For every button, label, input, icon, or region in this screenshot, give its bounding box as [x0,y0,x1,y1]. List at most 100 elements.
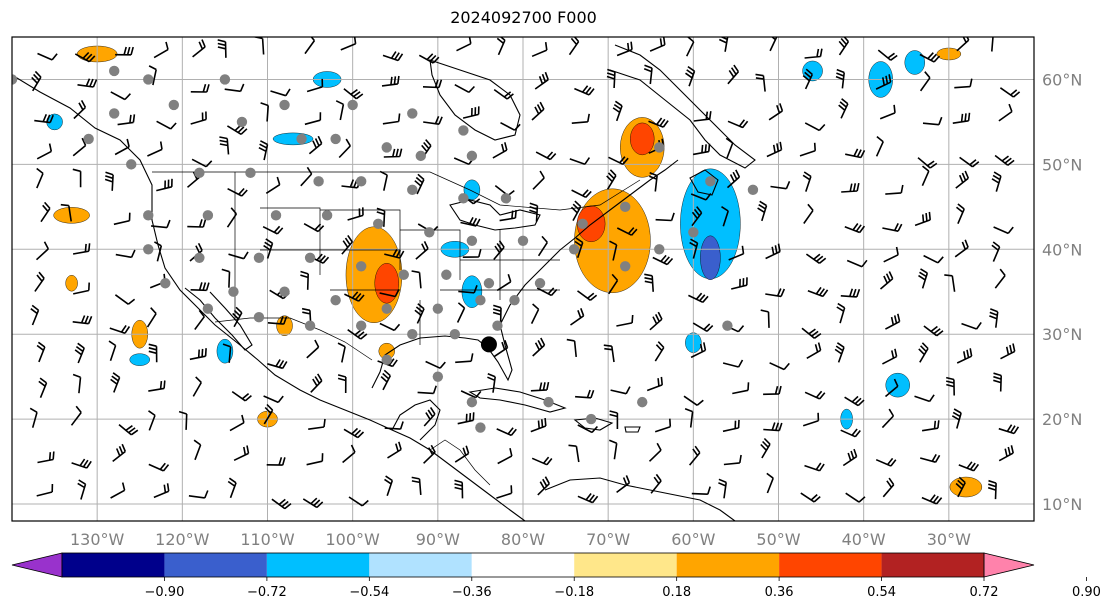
wind-barb [454,445,470,463]
wind-barb [991,241,1001,262]
wind-barb [844,223,866,234]
wind-barb [425,360,446,369]
wind-barb [493,88,514,100]
wind-barb [532,337,546,357]
wind-barb [770,180,791,190]
wind-barb [189,348,207,361]
wind-barb [72,137,87,157]
wind-barb [606,68,616,89]
wind-barb [944,274,956,292]
wind-barb [267,359,288,370]
wind-barb [834,342,845,363]
wind-barb [531,456,553,466]
wind-barb [838,98,849,119]
wind-barb [227,187,248,197]
colorbar-segment [369,553,472,577]
wind-barb [648,442,662,462]
station-marker [398,269,409,280]
wind-barb [885,184,904,195]
field-contour [574,188,651,293]
station-marker [321,210,333,221]
wind-barb [845,148,866,159]
wind-barb [188,490,209,499]
wind-barb [263,238,274,259]
wind-barb [577,424,598,434]
wind-barb [226,124,248,135]
wind-barb [806,342,822,359]
wind-barb [411,476,422,495]
wind-barb [30,304,40,326]
wind-barb [612,100,623,122]
wind-barb [308,135,323,155]
station-marker [577,218,588,230]
wind-barb [841,182,860,193]
wind-barb [800,492,821,503]
station-marker [347,99,358,111]
station-marker [458,125,469,136]
wind-barb [569,157,591,165]
wind-barb [70,405,82,426]
station-marker [304,320,316,331]
station-marker [432,303,444,314]
wind-barb [844,395,865,407]
wind-barb [537,476,550,496]
wind-barb [376,207,386,227]
wind-barb [492,142,508,159]
wind-barb [804,462,825,472]
wind-barb [799,142,816,157]
wind-barb [347,329,368,340]
wind-barb [77,78,98,88]
wind-barb [883,246,899,263]
wind-barb [423,444,436,464]
station-marker [509,295,520,306]
station-marker [109,65,120,77]
station-marker [407,184,418,196]
wind-barb [74,342,85,364]
wind-barb [610,386,631,395]
colorbar-tick-label: 0.18 [662,585,691,600]
wind-barb [835,68,845,89]
colorbar-tick-label: −0.18 [554,585,594,600]
station-marker [381,142,392,153]
wind-barb [951,408,962,429]
wind-barb [455,353,474,364]
wind-barb [885,313,901,330]
coastline-labrador [609,44,756,169]
wind-barb [74,51,96,63]
wind-barb [732,382,750,395]
colorbar-segment [676,553,780,577]
wind-barb [153,41,169,59]
wind-barb [221,268,231,288]
wind-barb [802,171,812,192]
station-marker [441,269,452,280]
wind-barb [457,412,475,425]
wind-barb [608,273,619,295]
wind-barb [190,111,207,125]
station-marker [500,193,512,204]
plot-frame [11,36,1035,522]
wind-barb [153,483,170,499]
lat-tick-label: 40°N [1042,240,1082,259]
wind-barb [881,408,895,429]
wind-barb [946,376,955,396]
wind-barb [727,64,740,85]
wind-barb [379,170,388,191]
station-marker [568,244,580,255]
station-marker [637,396,648,408]
wind-barb [534,71,549,90]
wind-barb [496,427,517,437]
wind-barb [104,171,114,191]
wind-barb [148,462,170,472]
wind-barb [648,117,669,128]
wind-barb [35,241,50,261]
field-contour [949,476,983,498]
station-marker [415,150,426,162]
wind-barb [267,316,288,325]
wind-barb [37,52,58,61]
wind-barb [304,112,322,126]
wind-barb [760,309,770,328]
station-marker [355,320,367,331]
wind-barb [306,78,324,93]
wind-barb [643,64,653,85]
wind-barb [348,496,369,507]
